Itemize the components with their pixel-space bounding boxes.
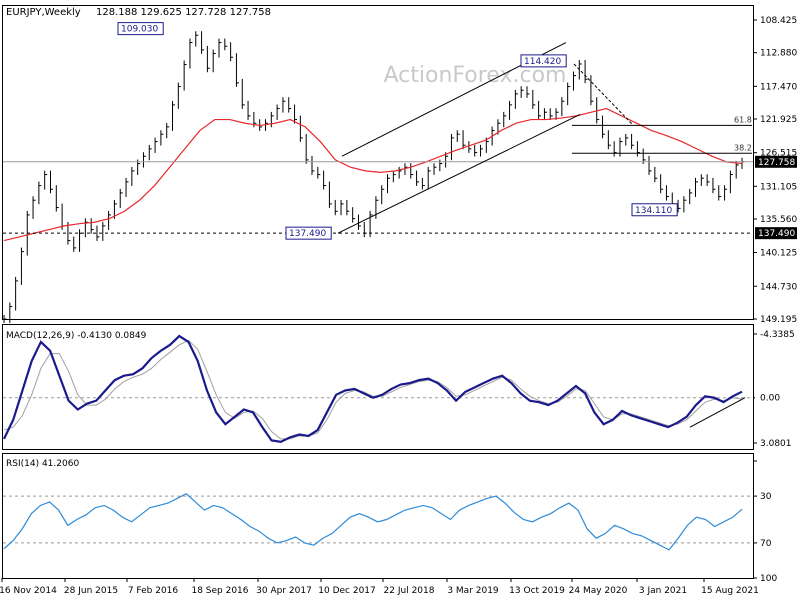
x-tick-label: 30 Apr 2017 <box>256 586 312 596</box>
x-tick-label: 3 Mar 2019 <box>447 586 499 596</box>
channel-upper <box>337 113 581 234</box>
x-tick-label: 10 Dec 2017 <box>318 586 376 596</box>
x-tick-label: 24 May 2020 <box>569 586 628 596</box>
rsi-y-tick-label: 70 <box>760 539 772 549</box>
projection-line <box>573 63 633 125</box>
macd-y-tick-label: 3.0801 <box>760 439 792 449</box>
chart-header-symbol: EURJPY,Weekly <box>6 7 81 18</box>
fib-61-label: 61.8 <box>734 115 752 124</box>
rsi-line <box>3 493 743 551</box>
price-y-tick-label: 149.195 <box>760 315 797 325</box>
price-y-tick-label: 112.880 <box>760 49 797 59</box>
price-y-tick-label: 117.470 <box>760 82 797 92</box>
rsi-panel: 100 70 30 <box>3 460 777 584</box>
price-y-tick-label: 140.125 <box>760 248 797 258</box>
price-y-tick-label: 121.925 <box>760 115 797 125</box>
macd-trendline <box>689 397 746 428</box>
label-134110: 134.110 <box>635 206 672 216</box>
label-114420-box <box>520 54 567 68</box>
rsi-y-tick-label: 30 <box>760 492 772 502</box>
chart-header-ohlc: 128.188 129.625 127.728 127.758 <box>96 7 271 18</box>
rsi-panel-frame <box>2 453 754 579</box>
macd-value-tag: 0.00 <box>760 394 780 404</box>
rsi-y-tick-label: 100 <box>760 574 777 584</box>
resistance-tag-bg <box>755 227 797 240</box>
macd-panel-frame <box>2 324 754 450</box>
x-tick-label: 22 Jul 2018 <box>384 586 435 596</box>
x-tick-label: 13 Oct 2019 <box>509 586 565 596</box>
price-y-tick-label: 131.105 <box>760 182 797 192</box>
fib-38-label: 38.2 <box>734 143 752 152</box>
x-axis: 16 Nov 2014 28 Jun 2015 7 Feb 2016 18 Sep 2… <box>0 578 759 596</box>
macd-main-line <box>3 334 743 443</box>
x-tick-label: 16 Nov 2014 <box>0 586 57 596</box>
rsi-title: RSI(14) 41.2060 <box>6 459 79 469</box>
price-y-tick-label: 135.560 <box>760 215 797 225</box>
price-panel: 149.195 144.730 140.125 135.560 131.105 126.5… <box>3 16 797 325</box>
label-137490-box <box>285 226 332 240</box>
label-109030: 109.030 <box>121 25 158 35</box>
label-134110-box <box>631 203 678 217</box>
x-tick-label: 3 Jan 2021 <box>639 586 687 596</box>
current-price-tag-bg <box>755 155 797 168</box>
label-137490: 137.490 <box>289 229 326 239</box>
macd-signal-line <box>3 339 743 440</box>
current-price-tag: 127.758 <box>758 158 795 168</box>
x-tick-label: 18 Sep 2016 <box>191 586 248 596</box>
label-114420: 114.420 <box>524 57 561 67</box>
x-tick-label: 7 Feb 2016 <box>128 586 179 596</box>
x-tick-label: 15 Aug 2021 <box>701 586 759 596</box>
price-y-tick-label: 126.515 <box>760 149 797 159</box>
price-y-tick-label: 108.425 <box>760 16 797 26</box>
macd-value-tag-bg <box>755 391 797 404</box>
macd-y-tick-label: -4.3385 <box>760 330 795 340</box>
macd-title: MACD(12,26,9) -0.4130 0.0849 <box>6 331 147 341</box>
sma-line <box>3 107 743 242</box>
x-tick-label: 28 Jun 2015 <box>64 586 118 596</box>
resistance-tag: 137.490 <box>758 229 795 239</box>
price-y-tick-label: 144.730 <box>760 282 797 292</box>
label-109030-box <box>117 22 164 36</box>
price-panel-frame <box>2 5 754 320</box>
